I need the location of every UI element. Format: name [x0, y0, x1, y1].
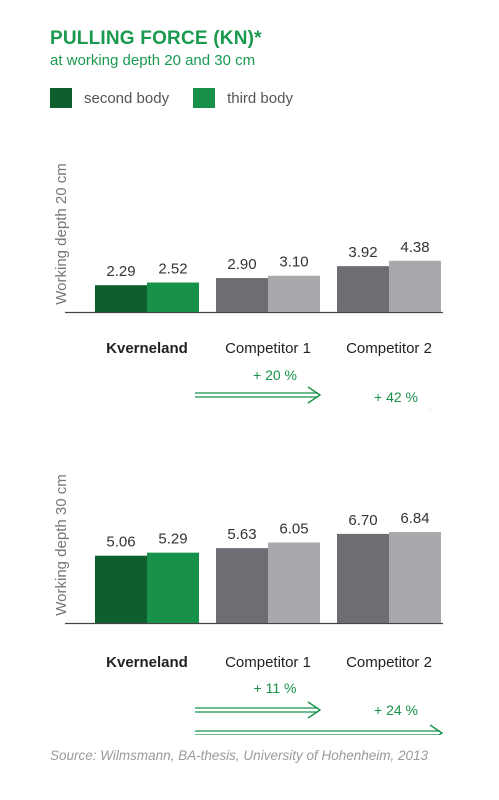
bar-third-body-1	[147, 282, 199, 312]
comparison-arrow-head	[429, 724, 444, 735]
bar-second-body-2	[216, 278, 268, 312]
bar-value-label: 6.05	[279, 521, 308, 538]
bar-value-label: 5.29	[158, 531, 187, 548]
bar-second-body-2	[216, 548, 268, 623]
comparison-arrow-head	[307, 386, 322, 404]
bar-value-label: 3.10	[279, 254, 308, 271]
bar-value-label: 2.29	[106, 263, 135, 280]
source-note: Source: Wilmsmann, BA-thesis, University…	[50, 748, 429, 763]
category-label: Kverneland	[106, 340, 188, 357]
chart-subtitle: at working depth 20 and 30 cm	[50, 52, 256, 69]
bar-value-label: 5.06	[106, 534, 135, 551]
category-label: Kverneland	[106, 654, 188, 671]
legend-swatch-third-body	[193, 88, 216, 108]
bar-value-label: 6.84	[400, 510, 429, 527]
bar-value-label: 6.70	[348, 512, 377, 529]
bar-second-body-1	[95, 555, 147, 623]
legend-label-second-body: second body	[84, 89, 170, 107]
y-axis-label: Working depth 20 cm	[53, 163, 70, 304]
comparison-annotation: + 42 %	[374, 389, 418, 405]
bar-second-body-3	[337, 533, 389, 623]
category-label: Competitor 2	[346, 340, 432, 357]
comparison-annotation: + 20 %	[253, 367, 297, 383]
chart-depth-20: Working depth 20 cm 2.29 2.52 Kverneland 2.9…	[53, 163, 443, 410]
legend-label-third-body: third body	[227, 89, 293, 107]
bar-value-label: 3.92	[348, 244, 377, 261]
comparison-annotation: + 11 %	[254, 680, 297, 696]
bar-value-label: 2.52	[158, 261, 187, 278]
category-label: Competitor 2	[346, 654, 432, 671]
category-label: Competitor 1	[225, 340, 311, 357]
bar-second-body-3	[337, 266, 389, 312]
chart-title: PULLING FORCE (KN)*	[50, 28, 262, 49]
y-axis-label: Working depth 30 cm	[53, 474, 70, 615]
chart-depth-30: Working depth 30 cm 5.06 5.29 Kverneland 5.6…	[53, 474, 444, 735]
bar-third-body-3	[389, 532, 441, 623]
bar-third-body-2	[268, 275, 320, 312]
bar-third-body-2	[268, 542, 320, 623]
category-label: Competitor 1	[225, 654, 311, 671]
bar-value-label: 5.63	[227, 526, 256, 543]
bar-third-body-1	[147, 552, 199, 623]
bar-second-body-1	[95, 285, 147, 312]
comparison-arrow-head	[307, 701, 322, 719]
comparison-annotation: + 24 %	[374, 702, 418, 718]
bar-third-body-3	[389, 260, 441, 312]
legend: second body third body	[50, 88, 317, 108]
bar-value-label: 4.38	[400, 239, 429, 256]
legend-swatch-second-body	[50, 88, 72, 108]
bar-value-label: 2.90	[227, 256, 256, 273]
